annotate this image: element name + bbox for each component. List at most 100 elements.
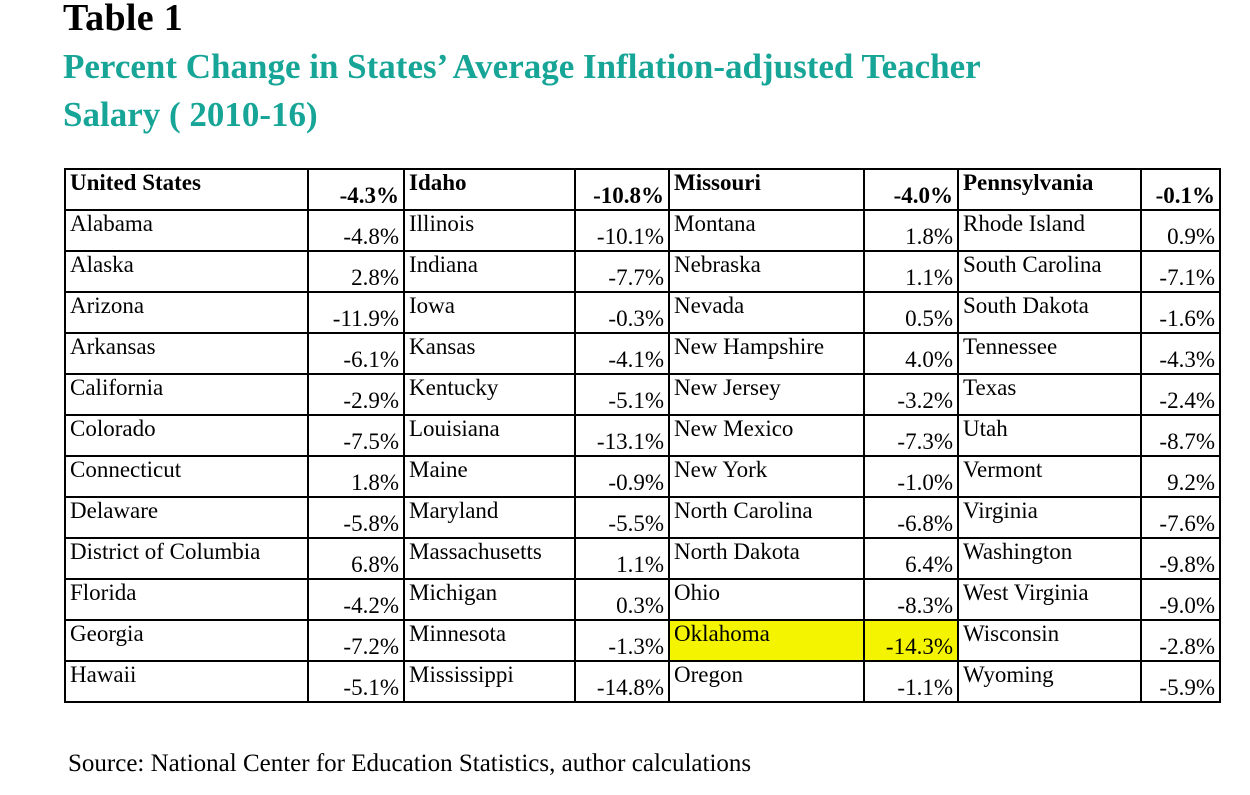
percent-change-cell: 1.1% <box>574 537 670 580</box>
percent-change-cell: -4.3% <box>307 168 405 211</box>
percent-change-cell: -9.8% <box>1140 537 1221 580</box>
percent-change-cell: -14.3% <box>863 619 959 662</box>
state-name-cell: North Carolina <box>668 496 865 539</box>
state-name-cell: Tennessee <box>957 332 1142 375</box>
state-name-cell: Maryland <box>403 496 576 539</box>
table-row: Delaware -5.8% Maryland -5.5% North Carolina… <box>64 496 1221 539</box>
table-row: Georgia -7.2% Minnesota -1.3% Oklahoma -14.3%… <box>64 619 1221 662</box>
percent-change-cell: -5.9% <box>1140 660 1221 703</box>
percent-change-cell: -5.1% <box>307 660 405 703</box>
percent-change-cell: -10.8% <box>574 168 670 211</box>
state-name-cell: Oklahoma <box>668 619 865 662</box>
table-row: Arkansas -6.1% Kansas -4.1% New Hampshire 4.0… <box>64 332 1221 375</box>
percent-change-cell: -5.1% <box>574 373 670 416</box>
state-name-cell: Vermont <box>957 455 1142 498</box>
percent-change-cell: 0.3% <box>574 578 670 621</box>
state-name-cell: Maine <box>403 455 576 498</box>
percent-change-cell: 6.8% <box>307 537 405 580</box>
percent-change-cell: -7.2% <box>307 619 405 662</box>
percent-change-cell: -5.5% <box>574 496 670 539</box>
percent-change-cell: -13.1% <box>574 414 670 457</box>
percent-change-cell: -2.8% <box>1140 619 1221 662</box>
table-body: United States -4.3% Idaho -10.8% Missouri -4.… <box>64 168 1221 703</box>
percent-change-cell: 1.1% <box>863 250 959 293</box>
percent-change-cell: -11.9% <box>307 291 405 334</box>
percent-change-cell: -9.0% <box>1140 578 1221 621</box>
percent-change-cell: -7.1% <box>1140 250 1221 293</box>
state-name-cell: Massachusetts <box>403 537 576 580</box>
table-row: Colorado -7.5% Louisiana -13.1% New Mexico -7… <box>64 414 1221 457</box>
state-name-cell: Florida <box>64 578 309 621</box>
state-name-cell: Ohio <box>668 578 865 621</box>
state-name-cell: New Mexico <box>668 414 865 457</box>
state-name-cell: Arkansas <box>64 332 309 375</box>
percent-change-cell: -1.0% <box>863 455 959 498</box>
state-name-cell: Nebraska <box>668 250 865 293</box>
salary-change-table: United States -4.3% Idaho -10.8% Missouri -4.… <box>64 168 1221 703</box>
percent-change-cell: -7.5% <box>307 414 405 457</box>
table-row: Alaska 2.8% Indiana -7.7% Nebraska 1.1% South … <box>64 250 1221 293</box>
state-name-cell: Illinois <box>403 209 576 252</box>
table-label: Table 1 <box>63 0 184 39</box>
state-name-cell: New Hampshire <box>668 332 865 375</box>
percent-change-cell: 0.5% <box>863 291 959 334</box>
percent-change-cell: -4.0% <box>863 168 959 211</box>
state-name-cell: United States <box>64 168 309 211</box>
state-name-cell: Utah <box>957 414 1142 457</box>
table-row: Hawaii -5.1% Mississippi -14.8% Oregon -1.1% W… <box>64 660 1221 703</box>
state-name-cell: Texas <box>957 373 1142 416</box>
table-row: Alabama -4.8% Illinois -10.1% Montana 1.8% Rho… <box>64 209 1221 252</box>
percent-change-cell: -8.7% <box>1140 414 1221 457</box>
percent-change-cell: 0.9% <box>1140 209 1221 252</box>
state-name-cell: Oregon <box>668 660 865 703</box>
state-name-cell: Alabama <box>64 209 309 252</box>
table-row: Arizona -11.9% Iowa -0.3% Nevada 0.5% South Da… <box>64 291 1221 334</box>
state-name-cell: Delaware <box>64 496 309 539</box>
percent-change-cell: -0.1% <box>1140 168 1221 211</box>
state-name-cell: Wyoming <box>957 660 1142 703</box>
percent-change-cell: -1.1% <box>863 660 959 703</box>
state-name-cell: Nevada <box>668 291 865 334</box>
state-name-cell: Arizona <box>64 291 309 334</box>
percent-change-cell: 2.8% <box>307 250 405 293</box>
percent-change-cell: 1.8% <box>307 455 405 498</box>
percent-change-cell: -2.9% <box>307 373 405 416</box>
state-name-cell: California <box>64 373 309 416</box>
state-name-cell: Wisconsin <box>957 619 1142 662</box>
percent-change-cell: -4.8% <box>307 209 405 252</box>
state-name-cell: Idaho <box>403 168 576 211</box>
table-row: Florida -4.2% Michigan 0.3% Ohio -8.3% West Vi… <box>64 578 1221 621</box>
table-title: Percent Change in States’ Average Inflat… <box>63 47 981 134</box>
state-name-cell: Montana <box>668 209 865 252</box>
state-name-cell: Virginia <box>957 496 1142 539</box>
state-name-cell: Michigan <box>403 578 576 621</box>
state-name-cell: Connecticut <box>64 455 309 498</box>
percent-change-cell: -3.2% <box>863 373 959 416</box>
state-name-cell: Minnesota <box>403 619 576 662</box>
percent-change-cell: 4.0% <box>863 332 959 375</box>
state-name-cell: Kansas <box>403 332 576 375</box>
state-name-cell: New York <box>668 455 865 498</box>
state-name-cell: Missouri <box>668 168 865 211</box>
table-row: United States -4.3% Idaho -10.8% Missouri -4.… <box>64 168 1221 211</box>
state-name-cell: South Carolina <box>957 250 1142 293</box>
percent-change-cell: -10.1% <box>574 209 670 252</box>
percent-change-cell: -1.3% <box>574 619 670 662</box>
state-name-cell: Kentucky <box>403 373 576 416</box>
percent-change-cell: -5.8% <box>307 496 405 539</box>
percent-change-cell: -4.3% <box>1140 332 1221 375</box>
state-name-cell: North Dakota <box>668 537 865 580</box>
percent-change-cell: -6.8% <box>863 496 959 539</box>
percent-change-cell: -4.1% <box>574 332 670 375</box>
percent-change-cell: 9.2% <box>1140 455 1221 498</box>
state-name-cell: Mississippi <box>403 660 576 703</box>
table-row: Connecticut 1.8% Maine -0.9% New York -1.0% Ve… <box>64 455 1221 498</box>
table-row: District of Columbia 6.8% Massachusetts 1.1… <box>64 537 1221 580</box>
state-name-cell: Hawaii <box>64 660 309 703</box>
state-name-cell: West Virginia <box>957 578 1142 621</box>
table-row: California -2.9% Kentucky -5.1% New Jersey -3… <box>64 373 1221 416</box>
state-name-cell: Georgia <box>64 619 309 662</box>
state-name-cell: Alaska <box>64 250 309 293</box>
percent-change-cell: -4.2% <box>307 578 405 621</box>
percent-change-cell: -7.6% <box>1140 496 1221 539</box>
